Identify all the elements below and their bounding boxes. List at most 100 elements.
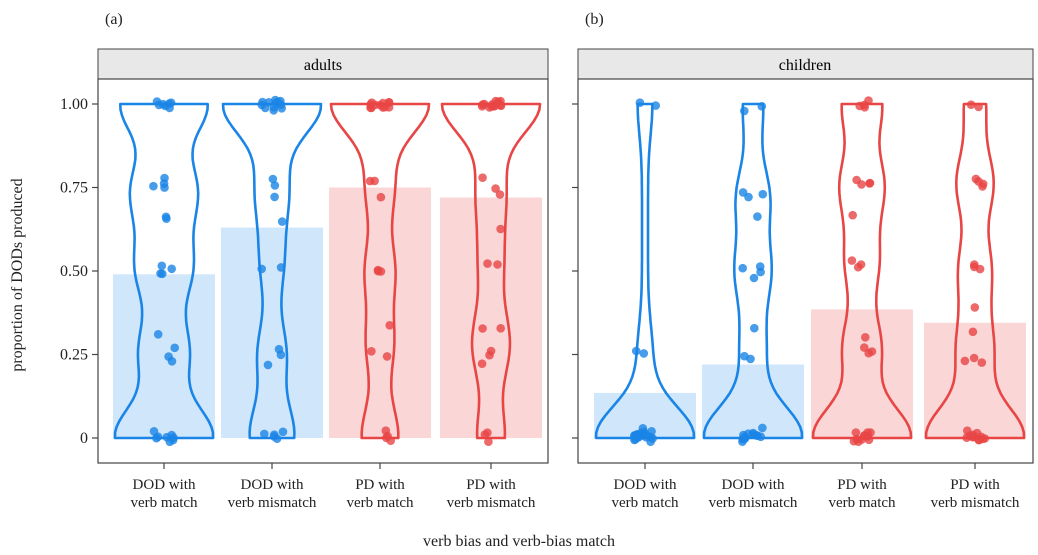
data-point <box>258 97 267 107</box>
data-point <box>385 321 395 330</box>
data-point <box>651 101 660 110</box>
bar <box>440 197 542 438</box>
data-point <box>633 433 642 442</box>
data-point <box>847 256 857 265</box>
panel-marks: DOD with verb match DOD with verb mismatch P… <box>113 95 542 511</box>
data-point <box>977 358 987 367</box>
data-point <box>276 263 286 272</box>
data-point <box>160 173 169 183</box>
data-point <box>960 356 970 366</box>
panel-marks: DOD with verb match DOD with verb mismatch P… <box>594 96 1026 511</box>
data-point <box>852 434 861 444</box>
data-point <box>162 214 171 223</box>
data-point <box>152 433 161 443</box>
violin <box>702 102 804 440</box>
data-point <box>864 435 874 445</box>
data-point <box>974 435 984 445</box>
data-point <box>758 423 767 433</box>
data-point <box>491 184 500 193</box>
x-tick-label: PD with <box>837 477 887 493</box>
bar <box>702 364 804 438</box>
data-point <box>167 264 176 274</box>
data-point <box>740 106 749 116</box>
data-point <box>263 360 273 370</box>
x-tick-label: verb match <box>611 495 679 511</box>
data-point <box>974 102 983 112</box>
data-point <box>757 102 767 111</box>
data-point <box>969 353 979 363</box>
data-point <box>153 330 163 339</box>
x-tick-label: verb mismatch <box>931 495 1020 511</box>
x-tick-label: verb match <box>828 495 896 511</box>
data-point <box>480 430 490 439</box>
data-point <box>269 106 279 115</box>
violin <box>924 102 1026 440</box>
data-point <box>753 212 762 221</box>
data-point <box>495 190 505 199</box>
data-point <box>268 174 278 184</box>
data-point <box>750 323 759 333</box>
strip-label: adults <box>304 57 342 74</box>
data-point <box>370 176 379 186</box>
data-point <box>966 100 976 109</box>
data-point <box>484 437 493 447</box>
data-point <box>646 437 655 447</box>
data-point <box>738 263 747 273</box>
data-point <box>149 181 158 191</box>
panel-adults: (a) adults DOD with verb match DOD with ver… <box>97 11 549 511</box>
data-point <box>382 352 392 361</box>
bar <box>113 274 215 438</box>
x-tick-label: DOD with <box>241 477 304 493</box>
data-point <box>968 327 978 337</box>
strip-label: children <box>779 57 831 74</box>
data-point <box>478 173 487 182</box>
data-point <box>758 189 768 199</box>
data-point <box>367 347 376 356</box>
strip-background <box>577 48 1034 80</box>
data-point <box>157 261 167 271</box>
violin <box>811 102 913 440</box>
data-point <box>165 103 174 113</box>
data-point <box>865 178 875 188</box>
data-point <box>366 103 375 112</box>
violin <box>113 102 215 440</box>
y-tick-label: 0.50 <box>60 263 88 280</box>
x-tick-label: PD with <box>355 477 405 493</box>
data-point <box>485 350 494 360</box>
data-point <box>631 346 641 356</box>
data-point <box>639 349 649 358</box>
data-point <box>756 267 765 277</box>
data-point <box>740 432 750 442</box>
y-axis: 1.00 0.75 0.50 0.25 0 <box>60 96 578 447</box>
data-point <box>746 354 755 364</box>
data-point <box>257 264 267 274</box>
data-point <box>749 273 759 283</box>
data-point <box>738 188 748 197</box>
data-point <box>855 101 864 111</box>
data-point <box>276 350 286 360</box>
x-axis-title: verb bias and verb-bias match <box>423 533 615 550</box>
violin <box>594 102 696 440</box>
data-point <box>170 343 179 353</box>
violin <box>440 102 542 440</box>
data-point <box>970 303 980 312</box>
data-point <box>493 260 502 269</box>
data-point <box>277 104 287 113</box>
data-point <box>278 427 288 437</box>
panel-label: (b) <box>585 11 604 28</box>
data-point <box>478 324 487 333</box>
y-tick-label: 1.00 <box>60 96 88 113</box>
data-point <box>489 102 499 111</box>
data-point <box>978 179 988 189</box>
data-point <box>277 217 287 226</box>
data-point <box>635 98 645 107</box>
y-tick-label: 0 <box>80 430 88 447</box>
bar <box>924 322 1026 438</box>
data-point <box>384 98 394 107</box>
x-tick-label: PD with <box>466 477 516 493</box>
data-point <box>861 333 870 342</box>
x-tick-label: verb mismatch <box>447 495 536 511</box>
data-point <box>168 435 178 445</box>
data-point <box>496 324 506 333</box>
data-point <box>857 180 866 189</box>
